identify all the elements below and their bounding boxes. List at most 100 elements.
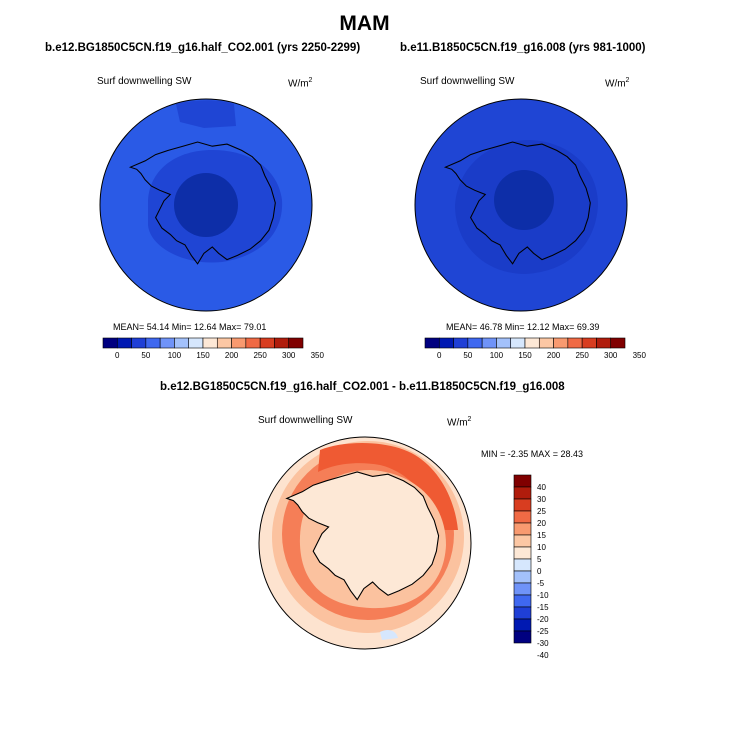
- panel1-map-border: [99, 98, 313, 312]
- panel2-stats: MEAN= 46.78 Min= 12.12 Max= 69.39: [446, 322, 600, 332]
- panel2-units: W/m2: [605, 77, 630, 90]
- panel1-colorbar-tick-label: 100: [168, 351, 182, 360]
- panel3-map-border: [258, 436, 472, 650]
- panel2-colorbar-swatch: [567, 337, 583, 349]
- panel1-colorbar-swatch: [259, 337, 275, 349]
- panel3-colorbar-tick-label: -20: [537, 615, 549, 624]
- panel1-colorbar-tick-label: 300: [282, 351, 296, 360]
- panel2-map-border: [414, 98, 628, 312]
- panel1-colorbar-swatch: [174, 337, 190, 349]
- panel1-colorbar-tick-label: 200: [225, 351, 239, 360]
- panel2-colorbar-tick-label: 50: [463, 351, 472, 360]
- panel1-variable: Surf downwelling SW: [97, 76, 192, 87]
- panel1-map: [99, 98, 313, 312]
- panel3-colorbar-tick-label: 10: [537, 543, 546, 552]
- panel2-colorbar-tick-label: 150: [518, 351, 532, 360]
- panel3-colorbar-swatch: [513, 474, 532, 488]
- panel3-colorbar-swatch: [513, 594, 532, 608]
- panel3-colorbar-tick-label: -30: [537, 639, 549, 648]
- panel1-colorbar-swatch: [202, 337, 218, 349]
- panel1-colorbar-tick-label: 350: [311, 351, 325, 360]
- panel1-colorbar-tick-label: 50: [141, 351, 150, 360]
- panel3-colorbar-tick-label: 0: [537, 567, 542, 576]
- panel3-colorbar-swatch: [513, 486, 532, 500]
- panel2-colorbar-swatch: [453, 337, 469, 349]
- panel1-colorbar-tick-label: 0: [115, 351, 120, 360]
- panel3-colorbar-tick-label: -15: [537, 603, 549, 612]
- panel1-colorbar-swatch: [231, 337, 247, 349]
- panel2-colorbar-swatch: [481, 337, 497, 349]
- panel2-colorbar-swatch: [496, 337, 512, 349]
- panel2-colorbar-swatch: [424, 337, 440, 349]
- panel2-colorbar-tick-label: 0: [437, 351, 442, 360]
- panel3-colorbar-tick-label: 20: [537, 519, 546, 528]
- panel3-colorbar-swatch: [513, 510, 532, 524]
- panel2-variable: Surf downwelling SW: [420, 76, 515, 87]
- panel2-colorbar-swatch: [596, 337, 612, 349]
- panel2-colorbar-swatch: [524, 337, 540, 349]
- panel3-colorbar-tick-label: 30: [537, 495, 546, 504]
- panel2-colorbar-swatch: [610, 337, 626, 349]
- panel1-colorbar-swatch: [131, 337, 147, 349]
- panel3-colorbar-tick-label: 25: [537, 507, 546, 516]
- panel3-colorbar-tick-label: -25: [537, 627, 549, 636]
- panel3-colorbar: 40 30 25 20 15 10 5 0 -5 -10 -15 -20 -25 -30 -40: [513, 474, 549, 660]
- panel3-colorbar-tick-label: -40: [537, 651, 549, 660]
- panel3-colorbar-tick-label: -10: [537, 591, 549, 600]
- panel1-colorbar-swatch: [188, 337, 204, 349]
- panel1-colorbar-swatch: [116, 337, 132, 349]
- panel2-colorbar-tick-label: 300: [604, 351, 618, 360]
- panel3-colorbar-swatch: [513, 498, 532, 512]
- panel1-field-inner: [174, 173, 238, 237]
- panel3-colorbar-swatch: [513, 606, 532, 620]
- panel3-field-peak: [318, 443, 458, 530]
- panel3-colorbar-swatch: [513, 546, 532, 560]
- panel1-units: W/m2: [288, 77, 313, 90]
- panel3-colorbar-swatch: [513, 630, 532, 644]
- panel1-colorbar-swatch: [145, 337, 161, 349]
- panel2-colorbar-swatch: [553, 337, 569, 349]
- panel1-colorbar-swatch: [245, 337, 261, 349]
- panel3-colorbar-swatch: [513, 618, 532, 632]
- panel1-colorbar-swatch: [216, 337, 232, 349]
- panel2-colorbar-tick-label: 100: [490, 351, 504, 360]
- panel3-units: W/m2: [447, 416, 472, 429]
- panel3-title: b.e12.BG1850C5CN.f19_g16.half_CO2.001 - …: [160, 381, 565, 393]
- panel1-title: b.e12.BG1850C5CN.f19_g16.half_CO2.001 (y…: [45, 42, 361, 54]
- panel2-colorbar-swatch: [581, 337, 597, 349]
- panel3-colorbar-tick-label: 40: [537, 483, 546, 492]
- panel3-colorbar-swatch: [513, 534, 532, 548]
- panel3-colorbar-tick-label: 5: [537, 555, 542, 564]
- panel1-field-mid-top: [176, 100, 236, 128]
- panel3-map: [258, 436, 472, 650]
- panel3-colorbar-tick-label: -5: [537, 579, 545, 588]
- panel3-colorbar-tick-label: 15: [537, 531, 546, 540]
- panel2-colorbar-tick-label: 350: [633, 351, 647, 360]
- panel3-negative-patch: [380, 630, 398, 640]
- panel1-colorbar: 0 50 100 150 200 250 300 350: [102, 337, 325, 360]
- panel1-colorbar-swatch: [102, 337, 118, 349]
- panel3-colorbar-swatch: [513, 522, 532, 536]
- panel1-colorbar-swatch: [274, 337, 290, 349]
- panel3-colorbar-swatch: [513, 582, 532, 596]
- panel1-colorbar-swatch: [288, 337, 304, 349]
- panel1-stats: MEAN= 54.14 Min= 12.64 Max= 79.01: [113, 322, 267, 332]
- panel3-variable: Surf downwelling SW: [258, 415, 353, 426]
- panel2-colorbar-tick-label: 250: [575, 351, 589, 360]
- panel3-colorbar-swatch: [513, 558, 532, 572]
- panel2-title: b.e11.B1850C5CN.f19_g16.008 (yrs 981-100…: [400, 42, 646, 54]
- panel2-map: [414, 98, 628, 312]
- panel1-colorbar-swatch: [159, 337, 175, 349]
- panel2-colorbar-swatch: [438, 337, 454, 349]
- panel1-colorbar-tick-label: 150: [196, 351, 210, 360]
- panel3-colorbar-swatch: [513, 570, 532, 584]
- panel2-colorbar-swatch: [510, 337, 526, 349]
- figure-title: MAM: [339, 12, 390, 35]
- panel1-colorbar-tick-label: 250: [253, 351, 267, 360]
- panel2-field-inner: [494, 170, 554, 230]
- panel2-colorbar-swatch: [467, 337, 483, 349]
- panel2-colorbar-swatch: [538, 337, 554, 349]
- panel2-colorbar-tick-label: 200: [547, 351, 561, 360]
- panel2-colorbar: 0 50 100 150 200 250 300 350: [424, 337, 647, 360]
